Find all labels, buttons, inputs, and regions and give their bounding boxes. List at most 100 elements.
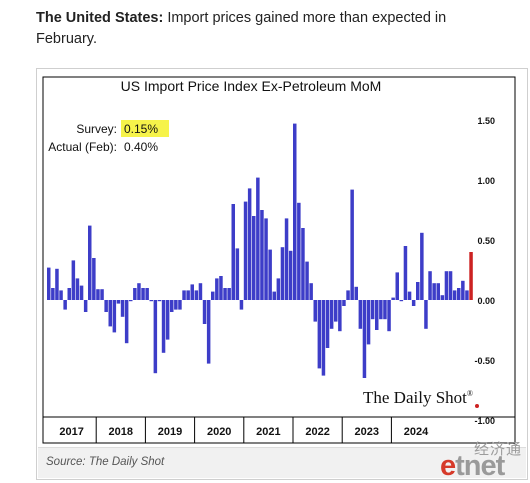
bar <box>112 300 117 333</box>
bar <box>313 300 317 322</box>
bar <box>219 276 223 300</box>
watermark-logo: etnet <box>440 450 505 482</box>
y-tick-label: 0.00 <box>477 296 495 306</box>
bar <box>227 288 231 300</box>
bar <box>387 300 391 332</box>
headline: The United States: Import prices gained … <box>36 8 506 50</box>
chart-title: US Import Price Index Ex-Petroleum MoM <box>121 78 382 94</box>
bar <box>170 300 174 312</box>
bar <box>47 267 51 300</box>
bar <box>260 210 264 300</box>
bar <box>83 300 88 312</box>
bar <box>321 300 326 376</box>
bar <box>379 300 383 320</box>
watermark-logo-rest: tnet <box>455 450 505 482</box>
bar <box>432 283 436 300</box>
headline-text: Import prices gained more than expected … <box>36 10 447 47</box>
bar <box>211 291 215 300</box>
y-tick-label: 0.50 <box>477 236 495 246</box>
bar <box>51 288 55 300</box>
bar <box>457 288 461 300</box>
bar <box>165 300 170 340</box>
actual-label: Actual (Feb): <box>48 140 117 154</box>
bar <box>334 300 338 322</box>
bar <box>206 300 211 364</box>
bar <box>243 201 248 300</box>
bar <box>329 300 334 329</box>
bar <box>366 300 371 345</box>
bar <box>461 280 465 300</box>
x-tick-label: 2019 <box>158 426 182 438</box>
bar <box>395 272 399 300</box>
y-axis: 1.50 1.00 0.50 0.00 -0.50 -1.00 <box>474 116 495 426</box>
bar <box>272 291 276 300</box>
bar <box>194 290 199 300</box>
bar <box>424 300 428 329</box>
brand-dot <box>475 404 479 408</box>
brand-name: The Daily Shot <box>363 388 467 407</box>
bar <box>75 278 80 300</box>
bar <box>342 300 346 306</box>
bar <box>190 284 194 300</box>
bar <box>309 283 313 300</box>
brand-mark: ® <box>467 389 473 398</box>
bar <box>403 246 408 300</box>
y-tick-label: -0.50 <box>474 356 495 366</box>
bar <box>182 290 186 300</box>
bar <box>305 261 309 300</box>
bar <box>297 202 301 300</box>
bar <box>100 289 104 300</box>
bar <box>124 300 129 344</box>
x-tick-label: 2024 <box>404 426 429 438</box>
plot-frame <box>42 76 516 444</box>
bar <box>157 300 162 302</box>
bar <box>120 300 125 317</box>
bar <box>301 228 305 300</box>
bar <box>325 300 330 348</box>
bar <box>317 300 322 369</box>
bar <box>465 290 469 300</box>
x-tick-label: 2023 <box>355 426 379 438</box>
x-axis: 2017 2018 2019 2020 2021 2022 2023 2024 <box>59 417 429 443</box>
brand-logo: The Daily Shot® <box>363 388 473 407</box>
bar <box>149 300 153 302</box>
bar <box>288 250 293 300</box>
bar <box>137 283 141 300</box>
bar <box>375 300 379 330</box>
bar <box>338 300 342 332</box>
bar <box>436 283 440 300</box>
survey-label: Survey: <box>76 122 117 136</box>
bar <box>96 289 100 300</box>
bar <box>71 260 76 300</box>
survey-value: 0.15% <box>124 122 158 136</box>
bar <box>59 290 63 300</box>
bar <box>88 225 92 300</box>
watermark-logo-e: e <box>440 450 456 482</box>
bar <box>452 290 457 300</box>
bar <box>293 123 297 300</box>
watermark-chinese: 经济通 <box>474 440 523 458</box>
bar <box>174 300 178 310</box>
bar <box>370 300 375 320</box>
bar <box>256 177 260 300</box>
bar <box>161 300 166 353</box>
bar <box>416 282 420 300</box>
bar <box>407 291 412 300</box>
bar <box>444 271 449 300</box>
bar <box>223 288 227 300</box>
bar <box>391 297 395 300</box>
bar <box>264 218 268 300</box>
bar <box>116 300 121 304</box>
bar <box>129 300 133 302</box>
bar <box>153 300 158 374</box>
actual-value: 0.40% <box>124 140 158 154</box>
bar <box>92 258 96 300</box>
bar <box>358 300 363 329</box>
survey-highlight <box>121 120 169 137</box>
bar <box>247 188 252 300</box>
bar <box>440 295 445 300</box>
y-tick-label: 1.00 <box>477 176 495 186</box>
x-tick-label: 2021 <box>256 426 280 438</box>
bar <box>186 290 190 300</box>
bar <box>346 290 350 300</box>
